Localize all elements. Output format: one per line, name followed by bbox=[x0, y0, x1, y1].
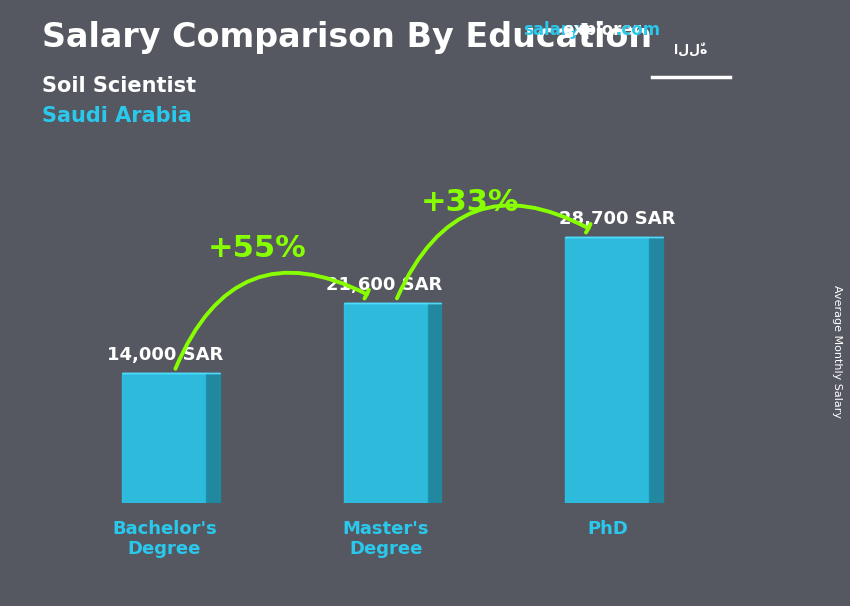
Text: 14,000 SAR: 14,000 SAR bbox=[107, 346, 223, 364]
Polygon shape bbox=[207, 373, 219, 503]
Text: اللّٰه: اللّٰه bbox=[674, 43, 707, 58]
Bar bbox=[122, 373, 207, 503]
Bar bbox=[343, 303, 428, 503]
Text: Soil Scientist: Soil Scientist bbox=[42, 76, 196, 96]
Bar bbox=[565, 238, 649, 503]
Text: +55%: +55% bbox=[208, 234, 307, 263]
Text: 21,600 SAR: 21,600 SAR bbox=[326, 276, 442, 294]
Text: explorer: explorer bbox=[563, 21, 642, 39]
Text: Salary Comparison By Education: Salary Comparison By Education bbox=[42, 21, 653, 54]
Text: Saudi Arabia: Saudi Arabia bbox=[42, 106, 192, 126]
Text: salary: salary bbox=[523, 21, 580, 39]
Polygon shape bbox=[649, 238, 663, 503]
Text: .com: .com bbox=[615, 21, 660, 39]
Text: 28,700 SAR: 28,700 SAR bbox=[558, 210, 675, 228]
Polygon shape bbox=[428, 303, 441, 503]
Text: Average Monthly Salary: Average Monthly Salary bbox=[832, 285, 842, 418]
Text: +33%: +33% bbox=[421, 188, 519, 216]
